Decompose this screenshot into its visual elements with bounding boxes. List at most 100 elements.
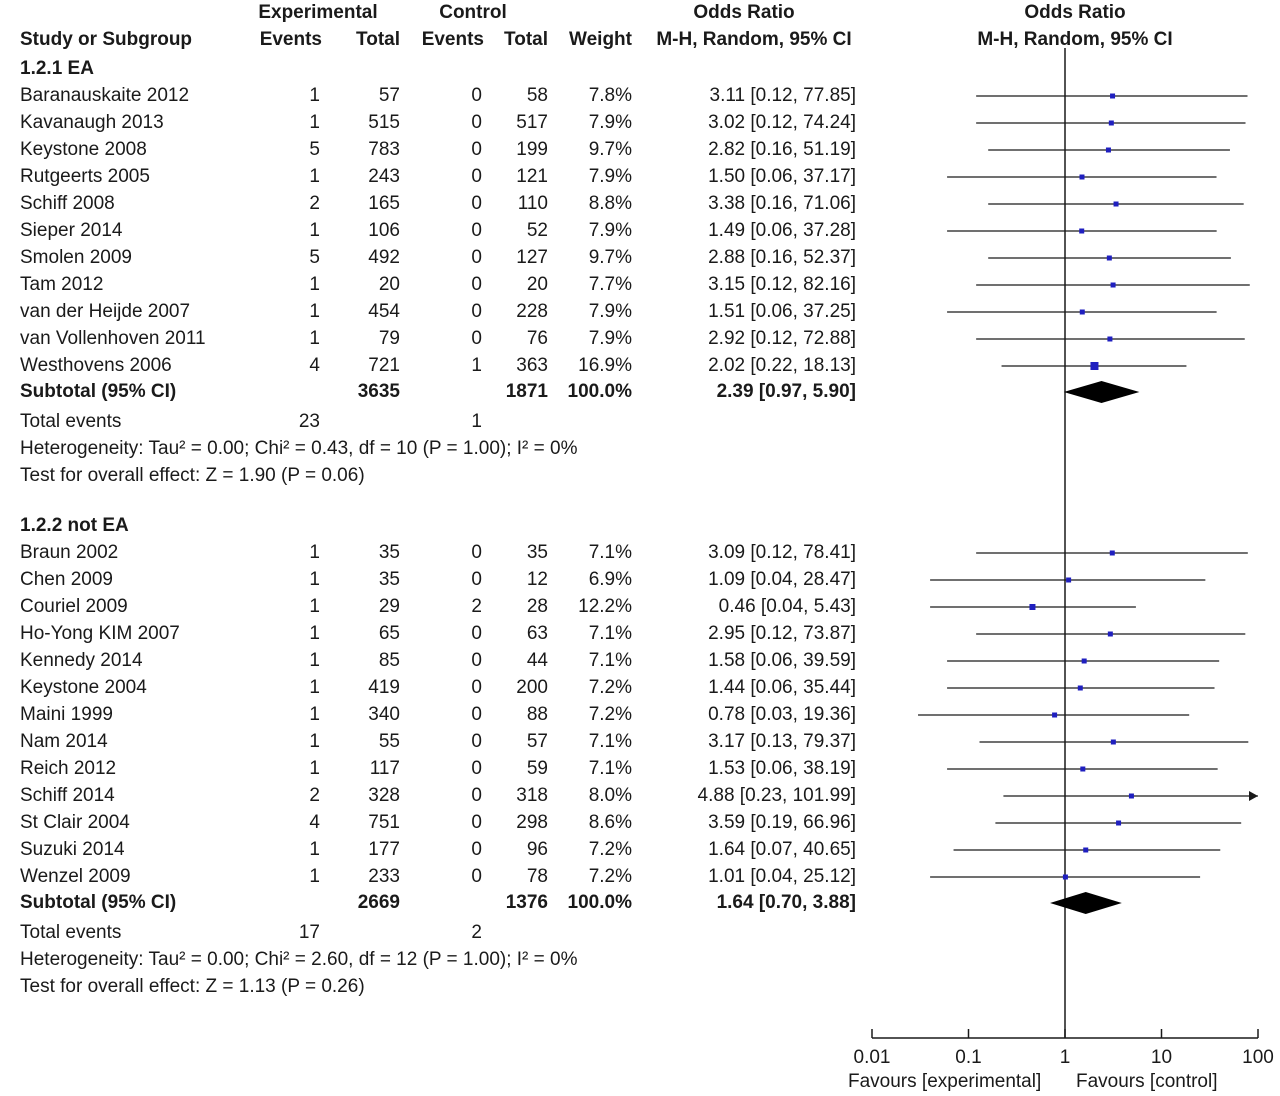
header-plot-odds-ratio: Odds Ratio — [1024, 2, 1126, 23]
study-marker — [1110, 93, 1116, 99]
or-ci-cell: 3.15 [0.12, 82.16] — [708, 274, 856, 295]
ctl-events-cell: 0 — [471, 193, 482, 214]
ctl-total-cell: 318 — [516, 785, 548, 806]
ctl-events-cell: 0 — [471, 301, 482, 322]
column-weight: Weight — [569, 29, 632, 50]
heterogeneity-text: Heterogeneity: Tau² = 0.00; Chi² = 2.60,… — [20, 949, 578, 970]
study-name: van der Heijde 2007 — [20, 301, 191, 322]
exp-events-cell: 1 — [309, 569, 320, 590]
column-plot-method: M-H, Random, 95% CI — [977, 29, 1173, 50]
subtotal-weight: 100.0% — [567, 381, 632, 402]
x-tick-label: 100 — [1242, 1047, 1274, 1068]
ctl-total-cell: 199 — [516, 139, 548, 160]
subtotal-ctl-total: 1376 — [505, 892, 548, 913]
study-name: Sieper 2014 — [20, 220, 123, 241]
ctl-total-cell: 127 — [516, 247, 548, 268]
exp-total-cell: 515 — [368, 112, 400, 133]
ctl-total-cell: 200 — [516, 677, 548, 698]
exp-total-cell: 79 — [378, 328, 400, 349]
ctl-total-cell: 88 — [526, 704, 548, 725]
ctl-total-cell: 20 — [526, 274, 548, 295]
study-name: Tam 2012 — [20, 274, 104, 295]
exp-events-cell: 2 — [309, 785, 320, 806]
subtotal-label: Subtotal (95% CI) — [20, 381, 177, 402]
study-name: Kavanaugh 2013 — [20, 112, 164, 133]
subgroup-title: 1.2.2 not EA — [20, 515, 129, 536]
ctl-events-cell: 0 — [471, 274, 482, 295]
ctl-total-cell: 110 — [517, 193, 548, 214]
heterogeneity-text: Heterogeneity: Tau² = 0.00; Chi² = 0.43,… — [20, 438, 578, 459]
subtotal-exp-total: 2669 — [357, 892, 400, 913]
ctl-total-cell: 298 — [516, 812, 548, 833]
exp-events-cell: 4 — [309, 812, 320, 833]
study-marker — [1062, 874, 1068, 880]
exp-events-cell: 1 — [309, 839, 320, 860]
weight-cell: 7.2% — [588, 677, 632, 698]
or-ci-cell: 1.64 [0.07, 40.65] — [708, 839, 856, 860]
ctl-events-cell: 0 — [471, 85, 482, 106]
ctl-events-cell: 0 — [471, 785, 482, 806]
exp-total-cell: 751 — [368, 812, 400, 833]
study-name: van Vollenhoven 2011 — [20, 328, 206, 349]
ctl-total-cell: 28 — [526, 596, 548, 617]
exp-events-cell: 5 — [309, 139, 320, 160]
weight-cell: 6.9% — [588, 569, 632, 590]
exp-total-cell: 106 — [368, 220, 400, 241]
subtotal-diamond — [1050, 892, 1122, 914]
subtotal-exp-total: 3635 — [357, 381, 400, 402]
weight-cell: 9.7% — [588, 247, 632, 268]
ctl-events-cell: 1 — [471, 355, 482, 376]
ctl-events-cell: 0 — [471, 866, 482, 887]
overall-effect-text: Test for overall effect: Z = 1.90 (P = 0… — [20, 465, 365, 486]
weight-cell: 7.9% — [588, 220, 632, 241]
total-events-label: Total events — [20, 922, 122, 943]
overall-effect-text: Test for overall effect: Z = 1.13 (P = 0… — [20, 976, 365, 997]
ctl-events-cell: 0 — [471, 569, 482, 590]
or-ci-cell: 3.38 [0.16, 71.06] — [708, 193, 856, 214]
study-name: Wenzel 2009 — [20, 866, 131, 887]
or-ci-cell: 2.02 [0.22, 18.13] — [708, 355, 856, 376]
ctl-total-cell: 63 — [526, 623, 548, 644]
or-ci-cell: 1.51 [0.06, 37.25] — [708, 301, 856, 322]
or-ci-cell: 1.58 [0.06, 39.59] — [708, 650, 856, 671]
x-tick-label: 0.1 — [955, 1047, 981, 1068]
exp-total-cell: 20 — [378, 274, 400, 295]
column-ctl-total: Total — [504, 29, 548, 50]
exp-total-cell: 55 — [378, 731, 400, 752]
column-ctl-events: Events — [421, 29, 484, 50]
exp-events-cell: 1 — [309, 328, 320, 349]
or-ci-cell: 1.09 [0.04, 28.47] — [708, 569, 856, 590]
ctl-total-cell: 12 — [526, 569, 548, 590]
exp-total-cell: 177 — [368, 839, 400, 860]
weight-cell: 8.6% — [588, 812, 632, 833]
study-name: Suzuki 2014 — [20, 839, 125, 860]
study-marker — [1083, 847, 1089, 853]
ctl-total-cell: 52 — [526, 220, 548, 241]
exp-events-cell: 5 — [309, 247, 320, 268]
study-name: Westhovens 2006 — [20, 355, 172, 376]
or-ci-cell: 3.59 [0.19, 66.96] — [708, 812, 856, 833]
study-marker — [1077, 685, 1083, 691]
weight-cell: 12.2% — [578, 596, 632, 617]
or-ci-cell: 1.01 [0.04, 25.12] — [708, 866, 856, 887]
exp-events-cell: 1 — [309, 220, 320, 241]
study-marker — [1066, 577, 1072, 583]
exp-total-cell: 29 — [378, 596, 400, 617]
study-marker — [1108, 120, 1114, 126]
subtotal-ctl-total: 1871 — [505, 381, 548, 402]
ctl-total-cell: 35 — [526, 542, 548, 563]
exp-total-cell: 57 — [378, 85, 400, 106]
exp-events-cell: 1 — [309, 166, 320, 187]
exp-events-cell: 1 — [309, 704, 320, 725]
or-ci-cell: 1.49 [0.06, 37.28] — [708, 220, 856, 241]
total-events-exp: 17 — [298, 922, 320, 943]
ctl-total-cell: 363 — [516, 355, 548, 376]
ctl-total-cell: 517 — [516, 112, 548, 133]
study-marker — [1079, 228, 1085, 234]
or-ci-cell: 2.82 [0.16, 51.19] — [708, 139, 856, 160]
exp-total-cell: 65 — [378, 623, 400, 644]
exp-total-cell: 85 — [378, 650, 400, 671]
study-marker — [1113, 201, 1119, 207]
study-marker — [1079, 174, 1085, 180]
